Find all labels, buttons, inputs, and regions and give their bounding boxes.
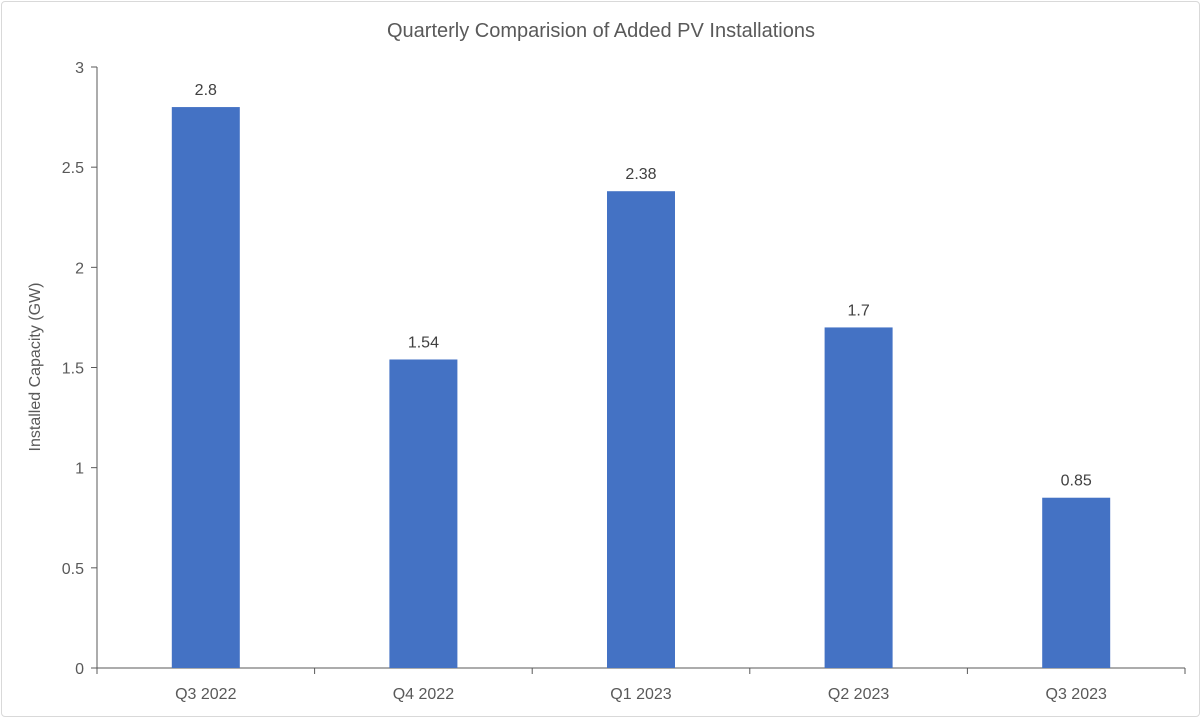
y-tick-label: 3 [75,60,84,77]
x-tick-label: Q3 2023 [1046,686,1107,703]
bar [824,327,893,668]
x-tick-label: Q2 2023 [828,686,889,703]
bar [607,191,675,668]
bar [171,107,240,669]
data-label: 2.8 [195,82,217,99]
y-tick-label: 1 [75,461,84,478]
y-tick-label: 2 [75,260,84,277]
x-tick-label: Q4 2022 [393,686,454,703]
y-tick-label: 1.5 [62,361,84,378]
y-axis-label: Installed Capacity (GW) [27,283,44,452]
y-tick-label: 2.5 [62,160,84,177]
data-label: 1.7 [847,302,869,319]
chart-title: Quarterly Comparision of Added PV Instal… [387,20,815,42]
bar [1042,497,1111,668]
x-tick-label: Q1 2023 [610,686,671,703]
data-label: 1.54 [408,334,439,351]
data-label: 2.38 [625,166,656,183]
x-tick-label: Q3 2022 [175,686,236,703]
y-tick-label: 0 [75,661,84,678]
data-label: 0.85 [1061,473,1092,490]
bar [389,359,458,668]
y-tick-label: 0.5 [62,561,84,578]
